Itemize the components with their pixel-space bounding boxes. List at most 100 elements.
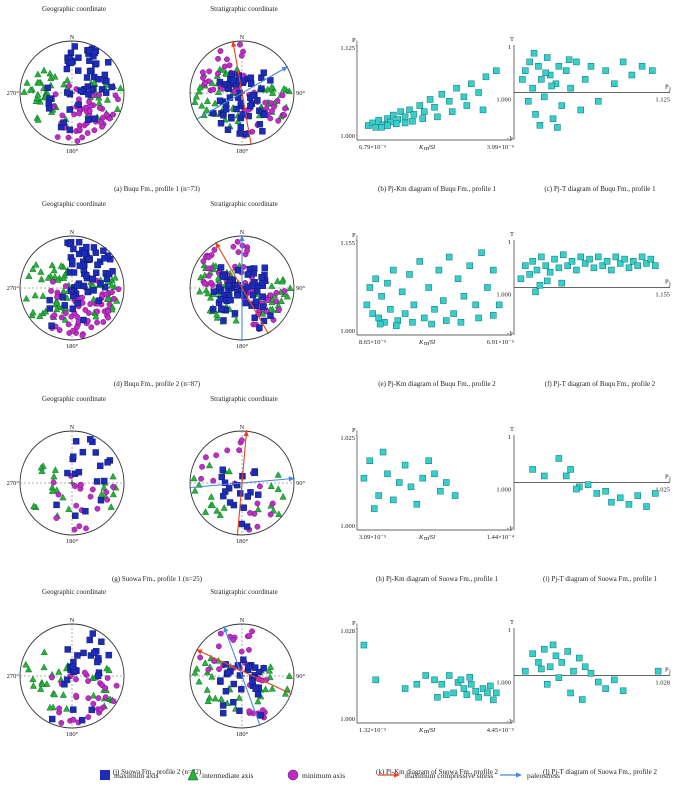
data-point xyxy=(587,670,595,677)
data-point xyxy=(551,255,558,263)
int-axis-marker xyxy=(37,268,45,275)
data-point xyxy=(425,457,432,464)
data-point xyxy=(416,258,424,265)
max-axis-marker xyxy=(224,669,232,677)
data-point xyxy=(602,67,609,74)
min-axis-marker xyxy=(265,297,271,304)
pj-t-diagram: T1 -1 1.000 1.025 P j xyxy=(496,426,671,532)
max-axis-marker xyxy=(76,262,84,269)
x-tick-label: 3.99×10⁻⁵ xyxy=(487,144,514,151)
x-axis-label-unit: /SI xyxy=(427,534,436,541)
min-axis-marker xyxy=(197,654,204,661)
min-axis-marker xyxy=(257,483,263,490)
max-axis-marker xyxy=(240,656,247,663)
int-axis-marker xyxy=(50,690,59,698)
min-axis-marker xyxy=(238,437,245,444)
y-tick-label: 1.000 xyxy=(340,523,355,530)
min-axis-marker xyxy=(94,319,100,326)
x-axis-label: P xyxy=(665,84,669,91)
north-label: N xyxy=(70,229,75,236)
int-axis-marker xyxy=(283,292,291,300)
min-axis-marker xyxy=(236,447,243,454)
legend-label: maximum compressive stress xyxy=(405,771,493,780)
data-point xyxy=(538,253,545,261)
data-point xyxy=(372,124,379,131)
data-point xyxy=(460,685,468,692)
data-point xyxy=(431,470,438,478)
int-axis-marker xyxy=(212,262,220,269)
data-point xyxy=(375,117,382,124)
max-axis-marker xyxy=(60,119,67,126)
data-point xyxy=(651,490,659,497)
y-tick-label: -1 xyxy=(507,718,512,725)
max-axis-marker xyxy=(222,688,230,695)
min-axis-marker xyxy=(104,675,111,681)
int-axis-marker xyxy=(50,266,58,274)
int-axis-marker xyxy=(273,277,282,284)
data-point xyxy=(375,314,382,322)
north-label: N xyxy=(70,34,75,41)
min-axis-marker xyxy=(246,708,253,715)
data-point xyxy=(611,676,618,684)
data-point xyxy=(492,67,500,74)
int-axis-marker xyxy=(36,312,44,320)
max-axis-marker xyxy=(252,685,259,692)
min-axis-marker xyxy=(62,310,69,317)
min-axis-marker xyxy=(282,105,288,112)
max-axis-marker xyxy=(48,322,55,329)
data-point xyxy=(468,80,475,88)
arrow-head xyxy=(223,626,229,633)
int-axis-marker xyxy=(95,99,103,106)
data-point xyxy=(625,501,633,508)
int-axis-marker xyxy=(60,80,68,88)
y-tick-label: 1.000 xyxy=(340,133,355,140)
min-axis-marker xyxy=(59,112,66,119)
data-point xyxy=(546,268,554,276)
data-point xyxy=(651,262,659,269)
data-point xyxy=(437,487,444,495)
data-point xyxy=(401,113,409,121)
figure-row-3: Geographic coordinate N 180° 270° Stratigrap… xyxy=(7,395,671,583)
west-label: 270° xyxy=(7,673,20,680)
int-axis-marker xyxy=(46,69,54,77)
data-point xyxy=(375,492,382,499)
int-axis-marker xyxy=(207,493,215,500)
max-axis-marker xyxy=(94,261,102,268)
data-point xyxy=(409,117,416,125)
max-axis-marker xyxy=(260,69,267,76)
arrow-head xyxy=(288,476,295,482)
max-axis-marker xyxy=(75,54,82,61)
int-axis-marker xyxy=(265,666,273,674)
int-axis-marker xyxy=(191,668,199,676)
data-point xyxy=(555,455,563,462)
data-point xyxy=(558,279,566,287)
data-point xyxy=(460,292,468,300)
min-axis-marker xyxy=(254,500,261,507)
int-axis-marker xyxy=(275,510,283,517)
max-axis-marker xyxy=(218,305,225,312)
max-axis-marker xyxy=(85,255,93,262)
y-tick-label: -1 xyxy=(507,330,512,337)
min-axis-marker xyxy=(83,525,89,532)
x-tick-label: 8.65×10⁻⁵ xyxy=(359,339,386,346)
data-point xyxy=(549,115,557,122)
data-point xyxy=(541,472,548,480)
min-axis-marker xyxy=(100,319,107,325)
max-axis-marker xyxy=(253,288,261,295)
min-axis-marker xyxy=(254,523,261,530)
min-axis-marker xyxy=(102,694,109,701)
x-tick-label: 1.028 xyxy=(655,680,670,687)
int-axis-marker xyxy=(29,675,37,683)
data-point xyxy=(484,284,491,291)
int-axis-marker xyxy=(203,106,211,113)
int-axis-marker xyxy=(191,486,199,494)
max-axis-marker xyxy=(227,296,234,304)
data-point xyxy=(522,67,529,74)
data-point xyxy=(603,258,611,265)
int-axis-marker xyxy=(33,94,41,101)
min-axis-marker xyxy=(215,643,222,650)
int-axis-marker xyxy=(279,493,287,500)
data-point xyxy=(372,676,379,684)
max-axis-marker xyxy=(237,490,244,497)
max-axis-marker xyxy=(217,295,224,303)
